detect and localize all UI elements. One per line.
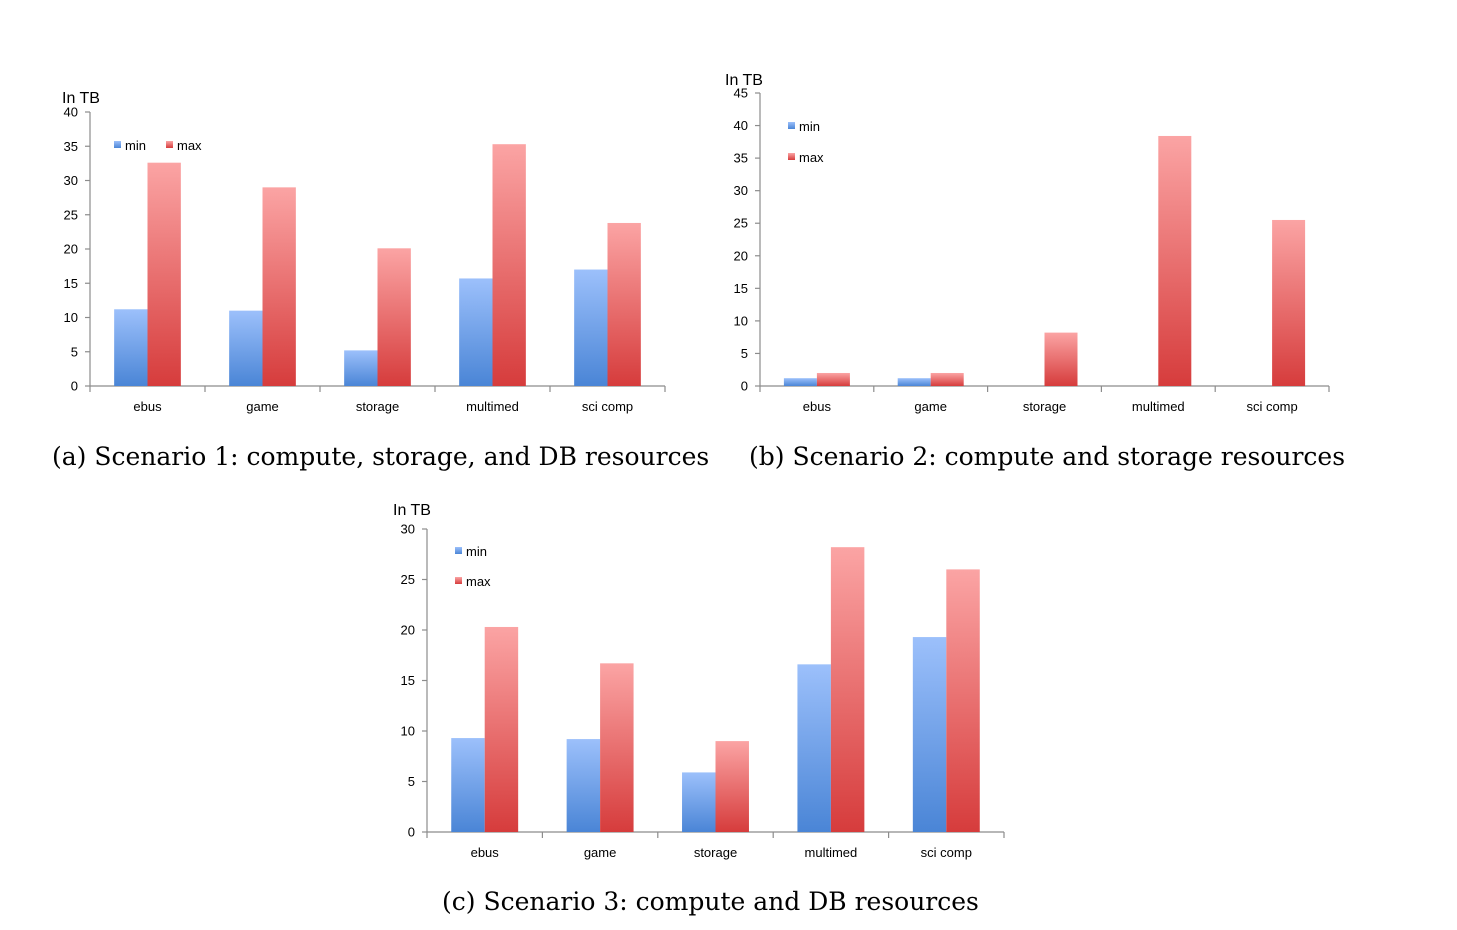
- bar-min-game: [229, 310, 263, 386]
- y-tick-label: 40: [734, 118, 748, 133]
- y-unit-label: In TB: [725, 72, 763, 89]
- y-tick-label: 25: [401, 572, 415, 587]
- x-tick-label: game: [246, 399, 279, 414]
- y-tick-label: 30: [401, 522, 415, 537]
- chart-a-svg: In TB 0 5 10 15 20 25 30 35 40 ebus game storage mult…: [62, 90, 666, 414]
- legend-label-min: min: [125, 138, 146, 153]
- bar-min-ebus: [783, 378, 817, 386]
- y-tick-label: 30: [64, 173, 78, 188]
- y-tick-label: 5: [741, 346, 748, 361]
- y-tick-label: 10: [401, 724, 415, 739]
- chart-c-caption: (c) Scenario 3: compute and DB resources: [442, 887, 979, 916]
- legend-label-max: max: [466, 574, 491, 589]
- y-tick-label: 10: [734, 313, 748, 328]
- chart-c-svg: In TB 0 5 10 15 20 25 30 ebus game storage multimed…: [393, 502, 1005, 860]
- y-tick-label: 5: [71, 344, 78, 359]
- y-tick-label: 15: [401, 673, 415, 688]
- legend-label-min: min: [799, 119, 820, 134]
- bar-max-sci-comp: [946, 569, 980, 832]
- bar-max-ebus: [147, 162, 181, 386]
- y-tick-label: 35: [64, 139, 78, 154]
- legend-swatch-min: [455, 547, 462, 554]
- y-tick-label: 0: [71, 379, 78, 394]
- bar-max-sci-comp: [1272, 219, 1306, 386]
- bar-min-multimed: [797, 664, 831, 832]
- y-tick-label: 25: [64, 207, 78, 222]
- y-unit-label: In TB: [393, 502, 431, 519]
- y-tick-label: 30: [734, 183, 748, 198]
- x-tick-label: game: [584, 845, 617, 860]
- y-tick-label: 15: [64, 276, 78, 291]
- y-tick-label: 0: [408, 825, 415, 840]
- x-tick-label: multimed: [1132, 399, 1185, 414]
- legend-label-min: min: [466, 544, 487, 559]
- bar-max-game: [930, 372, 964, 386]
- legend-swatch-min: [788, 122, 795, 129]
- chart-a-caption: (a) Scenario 1: compute, storage, and DB…: [52, 442, 710, 471]
- x-tick-label: game: [914, 399, 947, 414]
- x-tick-label: multimed: [466, 399, 519, 414]
- y-tick-label: 0: [741, 379, 748, 394]
- bar-max-multimed: [492, 144, 526, 386]
- bar-max-ebus: [484, 626, 519, 832]
- bar-min-sci-comp: [912, 637, 947, 832]
- x-tick-label: storage: [694, 845, 737, 860]
- x-tick-label: ebus: [133, 399, 162, 414]
- legend-label-max: max: [177, 138, 202, 153]
- bar-min-storage: [344, 350, 378, 386]
- chart-b-caption: (b) Scenario 2: compute and storage reso…: [749, 442, 1346, 471]
- y-unit-label: In TB: [62, 90, 100, 107]
- bar-min-multimed: [459, 278, 493, 386]
- chart-b-svg: In TB 0 5 10 15 20 25 30 35 40 45 ebus game storage mu…: [725, 72, 1330, 414]
- x-tick-label: ebus: [803, 399, 832, 414]
- bar-min-ebus: [114, 309, 148, 386]
- bar-max-game: [600, 663, 634, 832]
- legend-swatch-max: [166, 141, 173, 148]
- chart-panel-c: In TB 0 5 10 15 20 25 30 ebus game storage multimed…: [340, 480, 1120, 930]
- x-tick-label: multimed: [805, 845, 858, 860]
- bar-max-multimed: [830, 547, 865, 832]
- bar-min-game: [566, 739, 601, 832]
- y-tick-label: 20: [64, 242, 78, 257]
- y-tick-label: 20: [734, 248, 748, 263]
- y-tick-label: 10: [64, 310, 78, 325]
- bar-min-game: [897, 378, 931, 386]
- x-tick-label: sci comp: [582, 399, 633, 414]
- bar-max-storage: [1044, 332, 1078, 386]
- legend-swatch-min: [114, 141, 121, 148]
- chart-panel-a: In TB 0 5 10 15 20 25 30 35 40 ebus game storage mult…: [0, 0, 728, 480]
- bar-min-sci-comp: [574, 269, 608, 386]
- y-tick-label: 45: [734, 86, 748, 101]
- x-tick-label: sci comp: [921, 845, 972, 860]
- bar-max-sci-comp: [607, 222, 641, 386]
- bar-max-multimed: [1158, 135, 1192, 386]
- legend-swatch-max: [788, 153, 795, 160]
- y-tick-label: 5: [408, 774, 415, 789]
- y-tick-label: 20: [401, 623, 415, 638]
- y-tick-label: 15: [734, 281, 748, 296]
- bar-max-storage: [715, 741, 749, 832]
- x-tick-label: storage: [1023, 399, 1066, 414]
- bar-min-ebus: [451, 738, 485, 832]
- bar-max-ebus: [816, 372, 850, 386]
- legend-swatch-max: [455, 577, 462, 584]
- chart-panel-b: In TB 0 5 10 15 20 25 30 35 40 45 ebus game storage mu…: [725, 0, 1457, 480]
- bar-max-storage: [377, 248, 411, 386]
- bar-min-storage: [682, 772, 716, 832]
- y-tick-label: 25: [734, 216, 748, 231]
- x-tick-label: ebus: [471, 845, 500, 860]
- bar-max-game: [262, 187, 296, 386]
- y-tick-label: 40: [64, 105, 78, 120]
- y-tick-label: 35: [734, 151, 748, 166]
- x-tick-label: sci comp: [1246, 399, 1297, 414]
- legend-label-max: max: [799, 150, 824, 165]
- x-tick-label: storage: [356, 399, 399, 414]
